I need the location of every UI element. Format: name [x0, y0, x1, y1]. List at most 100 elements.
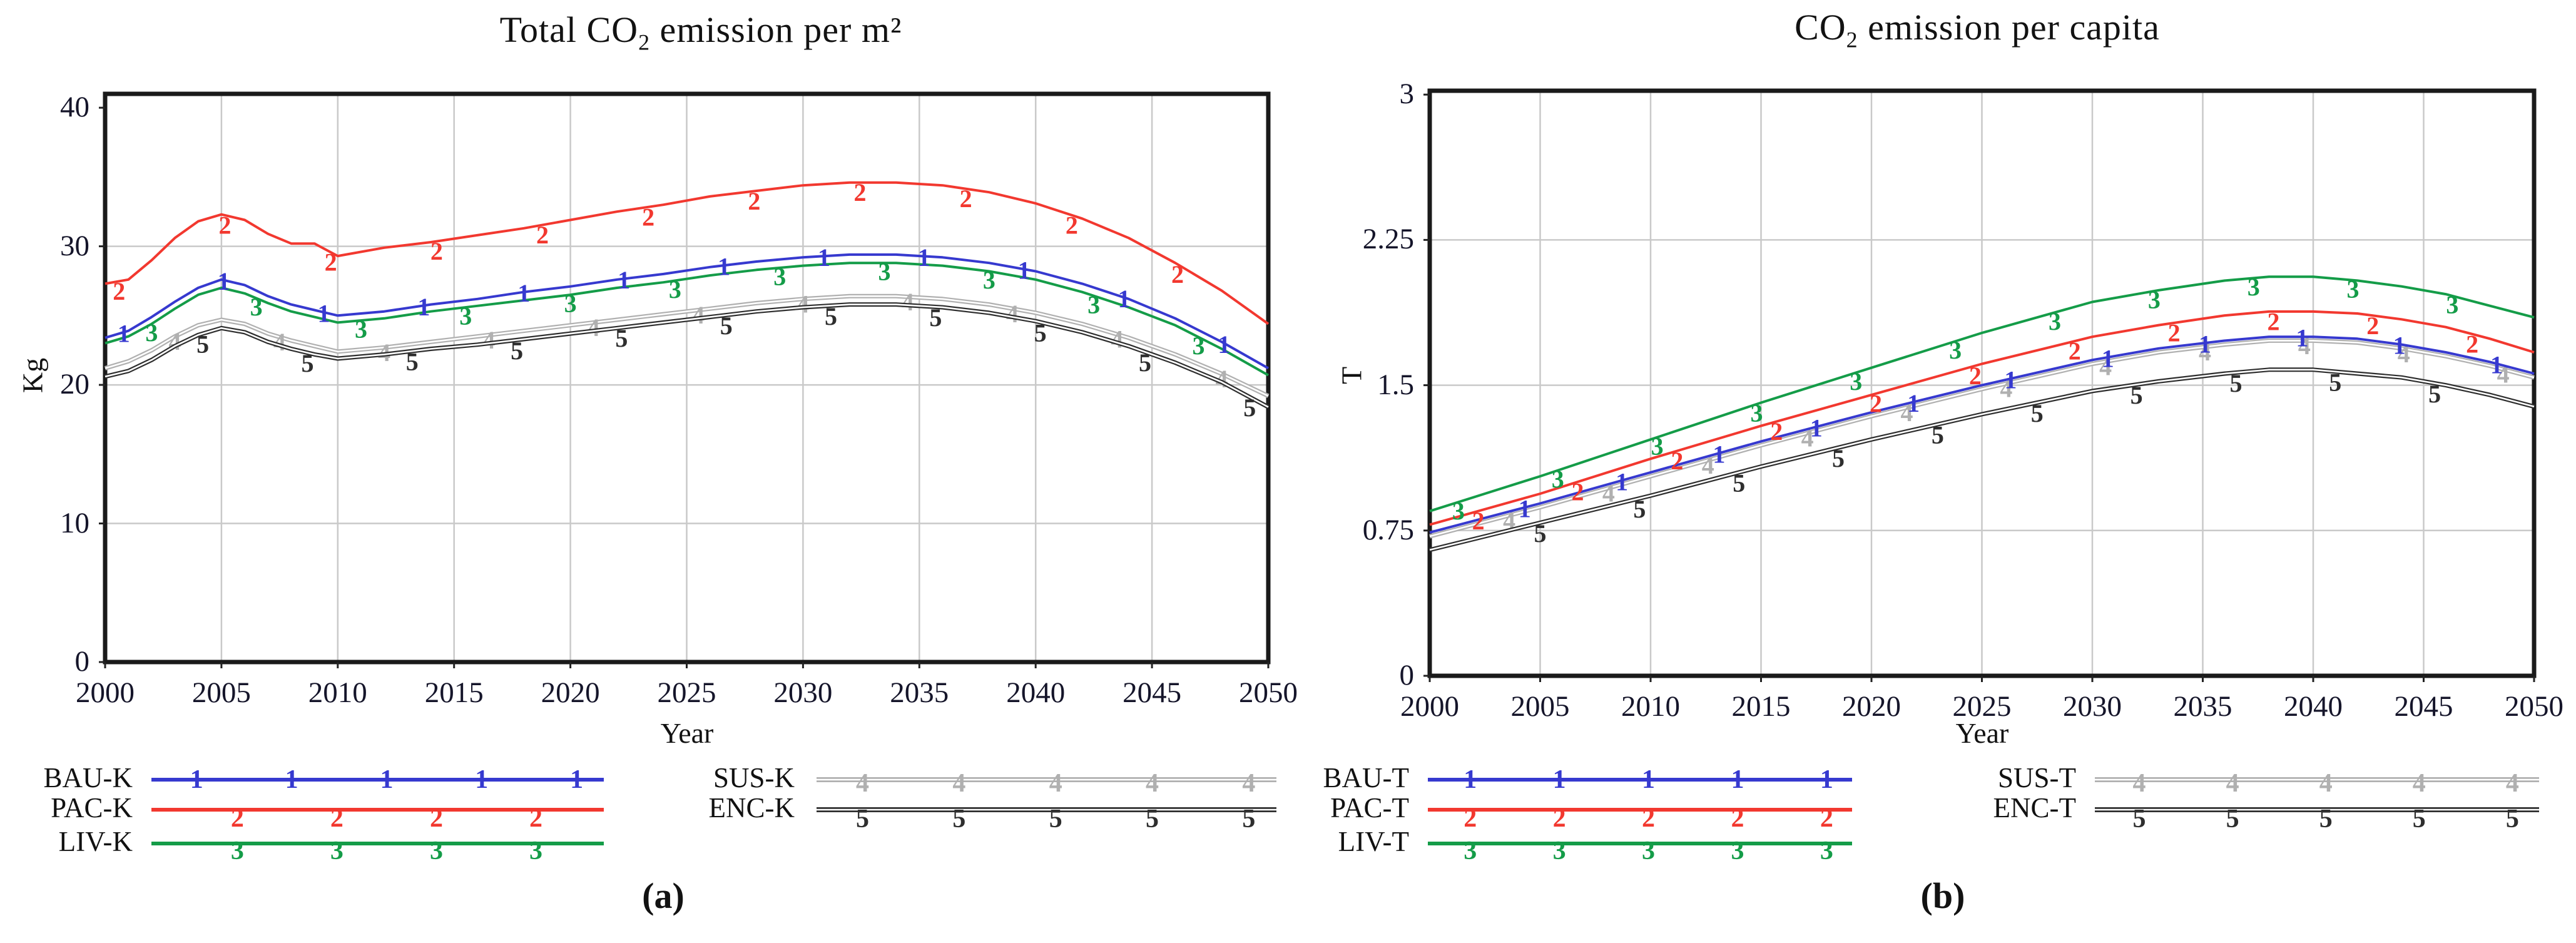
- series-marker-PAC-K: 2: [1066, 211, 1078, 239]
- series-marker-LIV-T: 3: [2347, 275, 2360, 303]
- series-marker-BAU-T: 1: [2199, 330, 2211, 359]
- x-tick-label: 2000: [76, 676, 135, 709]
- series-marker-BAU-K: 1: [718, 253, 730, 281]
- series-marker-PAC-K: 2: [1171, 260, 1184, 288]
- series-marker-LIV-K: 3: [459, 302, 472, 330]
- legend-marker-BAU-T: 1: [1464, 765, 1477, 794]
- legend-label-LIV-T: LIV-T: [1338, 826, 1409, 857]
- legend-marker-SUS-K: 4: [1049, 769, 1062, 798]
- legend-marker-LIV-K: 3: [231, 837, 244, 865]
- legend-marker-ENC-K: 5: [1146, 805, 1159, 833]
- series-marker-ENC-T: 5: [1832, 444, 1845, 472]
- series-line-PAC-K: [104, 181, 1270, 325]
- legend-marker-PAC-K: 2: [529, 804, 542, 833]
- series-marker-ENC-K: 5: [615, 324, 628, 352]
- legend-marker-SUS-K: 4: [1242, 769, 1255, 798]
- series-marker-PAC-T: 2: [1671, 447, 1683, 475]
- series-marker-BAU-T: 1: [2296, 324, 2308, 352]
- caption-b: (b): [1920, 875, 1965, 916]
- legend-marker-BAU-K: 1: [380, 765, 393, 794]
- series-marker-BAU-K: 1: [118, 319, 130, 347]
- series-marker-SUS-K: 4: [692, 301, 705, 329]
- series-marker-ENC-K: 5: [929, 303, 942, 332]
- legend-marker-ENC-K: 5: [1049, 805, 1062, 833]
- series-marker-PAC-T: 2: [1770, 417, 1783, 446]
- series-marker-PAC-T: 2: [1870, 390, 1882, 418]
- series-marker-BAU-K: 1: [517, 279, 530, 307]
- series-marker-PAC-K: 2: [536, 221, 549, 249]
- x-tick-label: 2020: [1842, 690, 1901, 723]
- series-line-core-SUS-T: [1429, 340, 2535, 538]
- series-marker-SUS-K: 4: [588, 313, 600, 342]
- legend-marker-SUS-K: 4: [952, 769, 965, 798]
- series-marker-SUS-K: 4: [1111, 325, 1123, 354]
- series-marker-ENC-K: 5: [1034, 319, 1047, 347]
- legend-marker-SUS-K: 4: [1146, 769, 1159, 798]
- series-marker-PAC-K: 2: [430, 237, 443, 265]
- x-tick-label: 2035: [890, 676, 949, 709]
- series-marker-PAC-K: 2: [218, 212, 231, 240]
- series-marker-LIV-T: 3: [1750, 399, 1763, 427]
- series-marker-PAC-T: 2: [2168, 319, 2181, 347]
- y-tick-label: 2.25: [1362, 223, 1414, 256]
- series-line-core-SUS-K: [104, 295, 1269, 397]
- series-marker-ENC-T: 5: [2131, 381, 2143, 409]
- x-tick-label: 2035: [2173, 690, 2232, 723]
- x-tick-label: 2040: [1006, 676, 1066, 709]
- x-tick-label: 2025: [1952, 690, 2012, 723]
- series-marker-BAU-T: 1: [1616, 467, 1628, 496]
- series-marker-PAC-K: 2: [113, 277, 125, 305]
- legend-marker-ENC-T: 5: [2413, 805, 2426, 833]
- series-marker-LIV-T: 3: [1452, 497, 1465, 525]
- legend-marker-BAU-T: 1: [1731, 765, 1744, 794]
- series-marker-BAU-T: 1: [1810, 414, 1823, 442]
- series-marker-LIV-T: 3: [1552, 465, 1564, 493]
- legend-marker-ENC-T: 5: [2319, 805, 2333, 833]
- x-tick-label: 2010: [308, 676, 367, 709]
- series-marker-BAU-K: 1: [818, 243, 830, 272]
- series-marker-LIV-K: 3: [250, 293, 263, 321]
- legend-marker-LIV-T: 3: [1820, 837, 1833, 865]
- legend-marker-LIV-K: 3: [430, 837, 443, 865]
- caption-a: (a): [642, 875, 685, 916]
- x-tick-label: 2045: [1123, 676, 1182, 709]
- x-tick-label: 2005: [191, 676, 251, 709]
- y-tick-label: 0: [1399, 659, 1415, 691]
- x-tick-label: 2010: [1621, 690, 1680, 723]
- legend-label-BAU-K: BAU-K: [43, 762, 133, 793]
- x-tick-label: 2030: [2063, 690, 2122, 723]
- legend-marker-SUS-T: 4: [2133, 769, 2146, 798]
- legend-marker-BAU-T: 1: [1820, 765, 1833, 794]
- x-tick-label: 2045: [2394, 690, 2453, 723]
- y-tick-label: 20: [60, 368, 89, 401]
- series-marker-BAU-K: 1: [218, 267, 230, 295]
- legend-marker-BAU-K: 1: [570, 765, 583, 794]
- legend-label-SUS-K: SUS-K: [713, 762, 795, 793]
- series-marker-LIV-K: 3: [669, 275, 681, 303]
- x-tick-label: 2040: [2284, 690, 2343, 723]
- series-marker-ENC-T: 5: [1534, 519, 1547, 548]
- legend-marker-PAC-T: 2: [1642, 804, 1655, 833]
- series-marker-ENC-T: 5: [2031, 399, 2044, 427]
- series-marker-BAU-T: 1: [2004, 366, 2017, 394]
- series-marker-LIV-K: 3: [1087, 290, 1100, 319]
- series-marker-SUS-T: 4: [2398, 340, 2410, 368]
- legend-label-SUS-T: SUS-T: [1997, 762, 2076, 793]
- legend-marker-ENC-K: 5: [856, 805, 869, 833]
- series-marker-PAC-K: 2: [748, 187, 760, 215]
- y-tick-label: 30: [60, 229, 89, 262]
- series-marker-BAU-T: 1: [2393, 332, 2406, 360]
- series-marker-ENC-K: 5: [301, 349, 313, 377]
- series-marker-PAC-T: 2: [2069, 337, 2081, 365]
- series-marker-PAC-T: 2: [1572, 478, 1584, 506]
- series-marker-BAU-T: 1: [2102, 345, 2114, 373]
- x-tick-label: 2050: [1239, 676, 1298, 709]
- series-marker-LIV-T: 3: [1651, 432, 1664, 460]
- series-marker-LIV-T: 3: [2248, 273, 2260, 301]
- series-marker-PAC-T: 2: [2366, 312, 2379, 340]
- series-marker-PAC-T: 2: [2466, 330, 2478, 358]
- series-marker-ENC-K: 5: [406, 348, 419, 376]
- series-marker-ENC-T: 5: [1733, 469, 1745, 497]
- series-marker-PAC-K: 2: [642, 203, 654, 231]
